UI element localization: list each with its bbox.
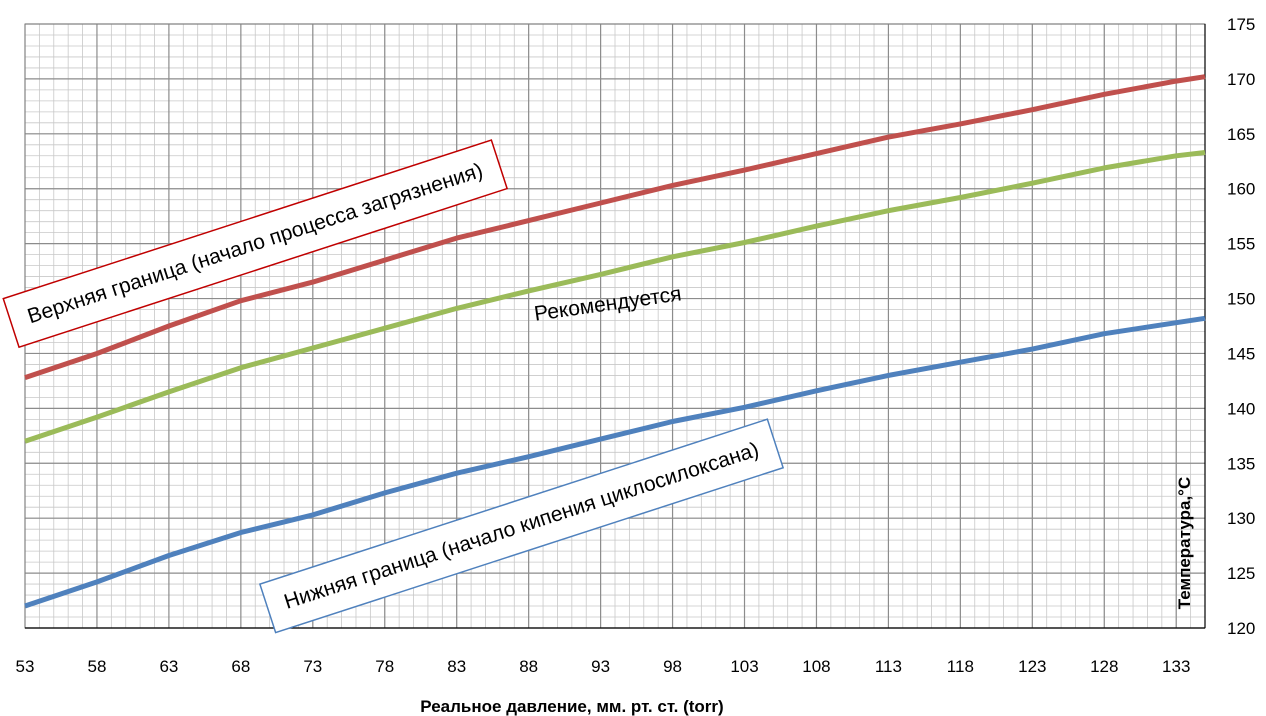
x-tick-label: 53 xyxy=(16,657,35,676)
annotation-text: Нижняя граница (начало кипения циклосило… xyxy=(281,438,761,614)
y-tick-label: 160 xyxy=(1227,180,1255,199)
y-tick-label: 135 xyxy=(1227,454,1255,473)
x-tick-label: 123 xyxy=(1018,657,1046,676)
y-axis-ticks: 120 125 130 135 140 145 150 155 160 165 170 175 xyxy=(1227,15,1255,638)
y-tick-label: 145 xyxy=(1227,344,1255,363)
y-tick-label: 125 xyxy=(1227,564,1255,583)
y-tick-label: 175 xyxy=(1227,15,1255,34)
y-tick-label: 150 xyxy=(1227,290,1255,309)
series-line-upper xyxy=(24,74,1206,380)
x-tick-label: 83 xyxy=(447,657,466,676)
x-axis-ticks: 53 58 63 68 73 78 83 88 93 98 103 108 113 118 123 128 13… xyxy=(16,657,1191,676)
x-tick-label: 68 xyxy=(231,657,250,676)
x-tick-label: 58 xyxy=(87,657,106,676)
y-tick-label: 155 xyxy=(1227,235,1255,254)
y-axis-title: Температура,°C xyxy=(1175,477,1194,610)
x-tick-label: 113 xyxy=(875,657,902,676)
annotation-box xyxy=(2,139,509,349)
y-tick-label: 165 xyxy=(1227,125,1255,144)
x-tick-label: 73 xyxy=(303,657,322,676)
x-tick-label: 128 xyxy=(1090,657,1118,676)
x-tick-label: 103 xyxy=(730,657,758,676)
x-tick-label: 118 xyxy=(947,657,974,676)
series-line-lower xyxy=(24,315,1206,609)
x-tick-label: 78 xyxy=(375,657,394,676)
x-tick-label: 98 xyxy=(663,657,682,676)
y-tick-label: 130 xyxy=(1227,509,1255,528)
x-tick-label: 108 xyxy=(802,657,830,676)
x-tick-label: 88 xyxy=(519,657,538,676)
annotation-recommended_label: Рекомендуется xyxy=(533,282,683,325)
x-tick-label: 133 xyxy=(1162,657,1190,676)
annotation-text: Рекомендуется xyxy=(533,282,683,325)
minor-grid xyxy=(24,23,1206,629)
y-tick-label: 140 xyxy=(1227,399,1255,418)
annotation-box xyxy=(258,418,785,634)
y-tick-label: 170 xyxy=(1227,70,1255,89)
series-line-recommended xyxy=(24,150,1206,444)
y-tick-label: 120 xyxy=(1227,619,1255,638)
annotation-lower_label: Нижняя граница (начало кипения циклосило… xyxy=(258,418,785,634)
x-tick-label: 93 xyxy=(591,657,610,676)
x-tick-label: 63 xyxy=(159,657,178,676)
x-axis-title: Реальное давление, мм. рт. ст. (torr) xyxy=(420,697,723,716)
series-layer xyxy=(24,74,1206,609)
